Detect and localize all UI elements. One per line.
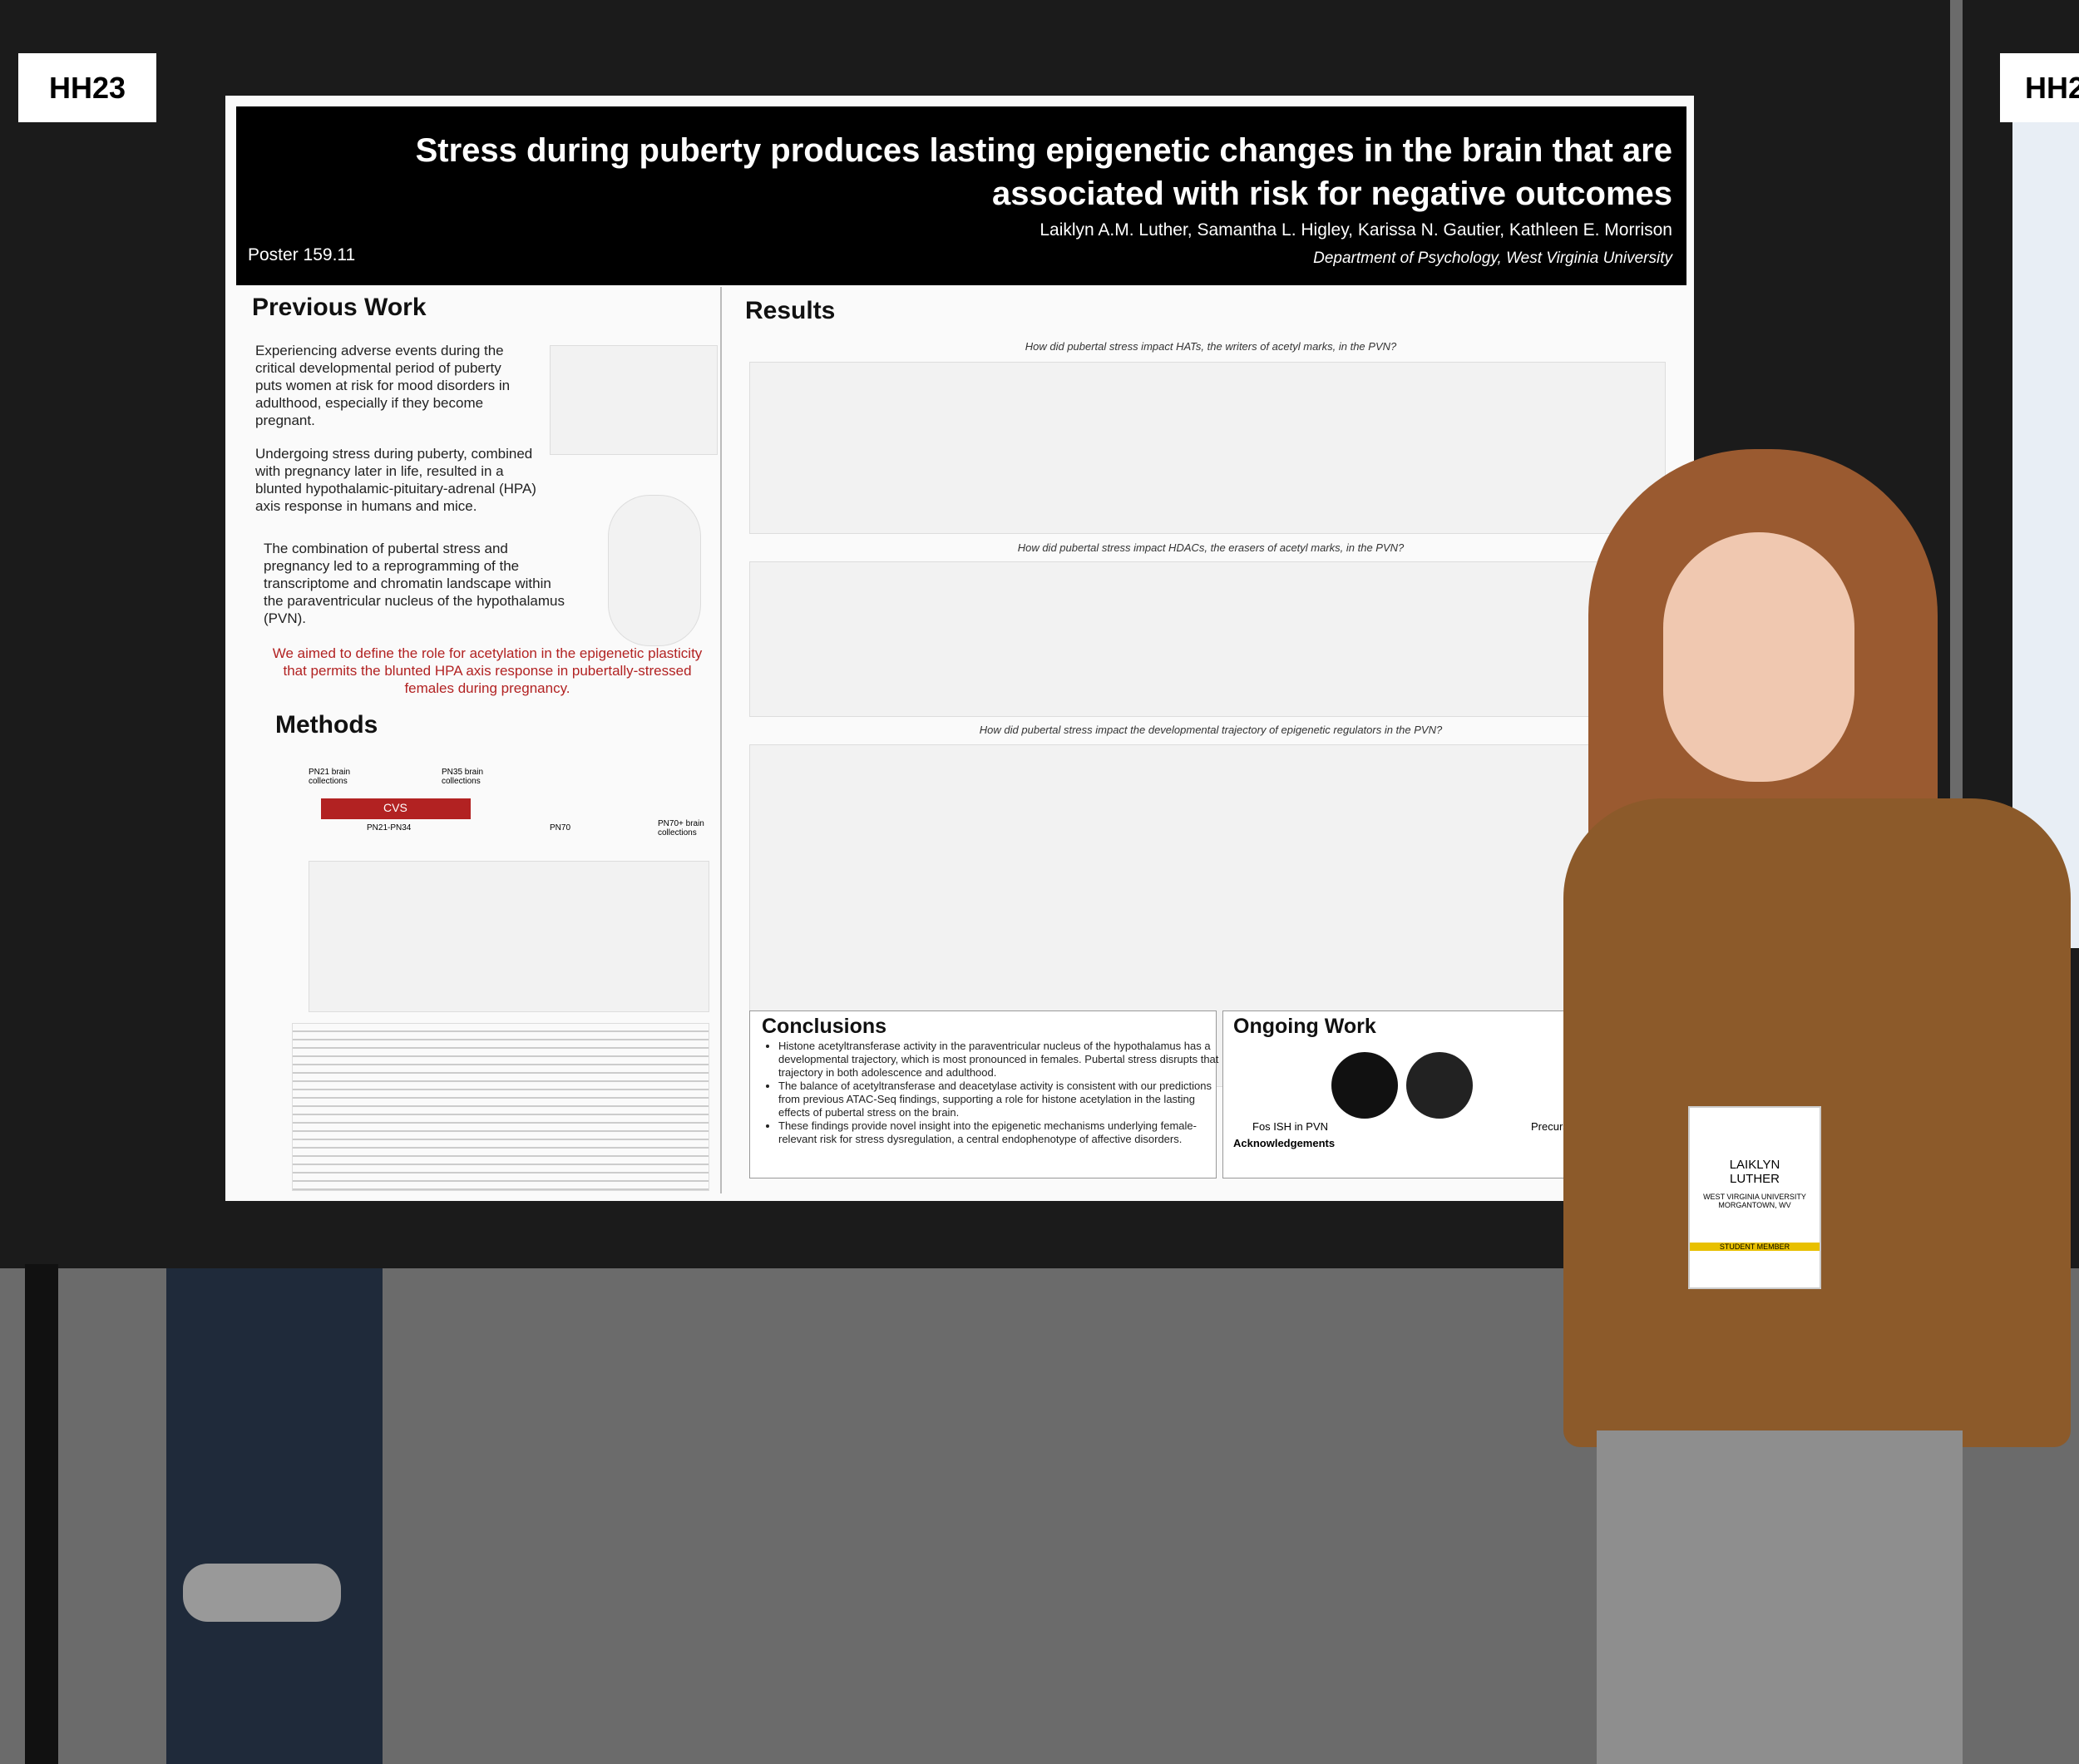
bullet: These findings provide novel insight int…: [778, 1119, 1227, 1146]
caption: Fos ISH in PVN: [1252, 1120, 1329, 1133]
right-poster: [2012, 116, 2079, 948]
figure: [608, 495, 701, 646]
timeline: PN21-PN34: [367, 823, 412, 833]
label: HH2: [2000, 53, 2079, 122]
timeline: PN70+ brain collections: [658, 819, 704, 838]
heading: Previous Work: [252, 294, 427, 321]
cvs-bar: [321, 798, 471, 819]
conclusions-box: [749, 1010, 1217, 1178]
badge-text: MORGANTOWN, WV: [1718, 1201, 1791, 1209]
figure: [309, 861, 709, 1012]
timeline: PN21 brain collections: [309, 768, 351, 786]
heading: Conclusions: [762, 1015, 887, 1038]
face: [1663, 532, 1854, 782]
bullets: Histone acetyltransferase activity in th…: [745, 1040, 1227, 1146]
badge: LAIKLYN LUTHER WEST VIRGINIA UNIVERSITY …: [1688, 1106, 1821, 1289]
timeline: PN35 brain collections: [442, 768, 484, 786]
heading: Ongoing Work: [1233, 1015, 1376, 1038]
badge-name: LAIKLYN: [1729, 1158, 1780, 1172]
divider: [720, 287, 722, 1193]
shoe: [183, 1564, 341, 1622]
poster: Stress during puberty produces lasting e…: [225, 96, 1694, 1201]
question: How did pubertal stress impact HATs, the…: [1025, 340, 1397, 353]
title: Stress during puberty produces lasting e…: [415, 132, 1672, 212]
image: [1406, 1052, 1473, 1119]
figure: [749, 561, 1666, 717]
badge-text: WEST VIRGINIA UNIVERSITY: [1703, 1193, 1806, 1201]
heading: Methods: [275, 711, 378, 739]
badge-name: LUTHER: [1729, 1172, 1780, 1186]
paragraph: The combination of pubertal stress and p…: [264, 541, 565, 626]
aim: We aimed to define the role for acetylat…: [272, 645, 703, 696]
heading: Results: [745, 297, 836, 324]
methods-text: [292, 1023, 709, 1191]
timeline: CVS: [383, 801, 407, 814]
timeline: PN70: [550, 823, 571, 833]
ack: Acknowledgements: [1233, 1137, 1336, 1149]
bullet: Histone acetyltransferase activity in th…: [778, 1040, 1227, 1080]
header: [236, 106, 1686, 285]
figure: [749, 362, 1666, 534]
authors: Laiklyn A.M. Luther, Samantha L. Higley,…: [1040, 220, 1672, 240]
badge-member: STUDENT MEMBER: [1690, 1243, 1820, 1251]
pants: [1597, 1430, 1963, 1764]
question: How did pubertal stress impact HDACs, th…: [1017, 541, 1405, 554]
board-leg: [25, 1264, 58, 1764]
paragraph: Undergoing stress during puberty, combin…: [255, 446, 536, 514]
image: [1331, 1052, 1398, 1119]
person-left: [166, 1268, 383, 1764]
affiliation: Department of Psychology, West Virginia …: [1313, 250, 1672, 267]
bullet: The balance of acetyltransferase and dea…: [778, 1080, 1227, 1119]
poster-number: Poster 159.11: [248, 245, 356, 264]
question: How did pubertal stress impact the devel…: [979, 724, 1443, 736]
figure: [550, 345, 718, 455]
paragraph: Experiencing adverse events during the c…: [255, 343, 511, 428]
label: HH23: [18, 53, 156, 122]
